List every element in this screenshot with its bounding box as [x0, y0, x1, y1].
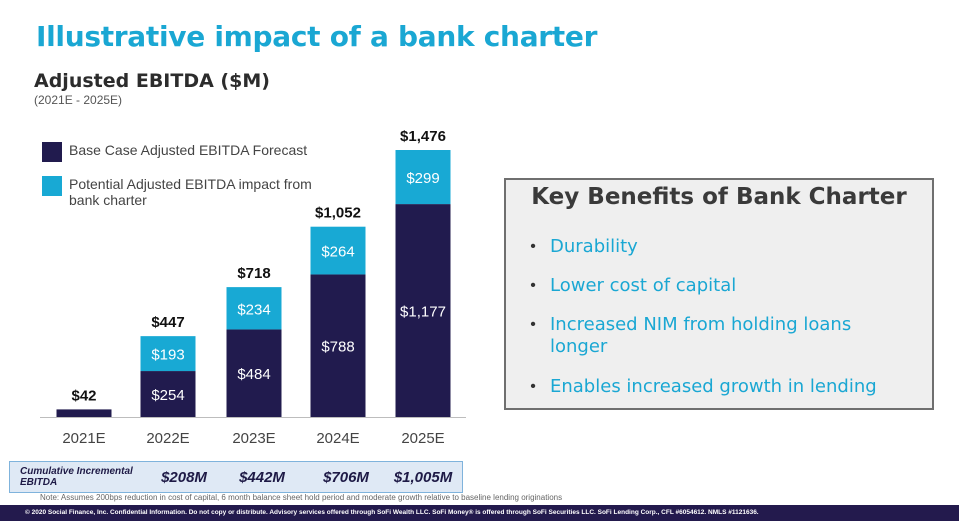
bar-total-label: $42 — [71, 387, 96, 404]
bar-base-segment — [310, 274, 366, 417]
bar-base-label: $788 — [321, 339, 354, 356]
chart-legend: Base Case Adjusted EBITDA Forecast Poten… — [42, 142, 329, 222]
bar-total-label: $1,052 — [315, 205, 361, 222]
chart-period: (2021E - 2025E) — [34, 93, 123, 107]
legend-swatch-impact — [42, 176, 62, 196]
legend-item-base: Base Case Adjusted EBITDA Forecast — [42, 142, 329, 162]
bar-base-segment — [56, 409, 112, 417]
bar-total-label: $447 — [151, 314, 184, 331]
cumulative-ebitda-box: Cumulative Incremental EBITDA $208M $442… — [9, 461, 463, 493]
bullet-icon: • — [530, 238, 536, 255]
bar-base-label: $484 — [237, 366, 270, 383]
bar-impact-label: $264 — [321, 244, 354, 261]
chart-title: Adjusted EBITDA ($M) — [34, 70, 270, 92]
footnote: Note: Assumes 200bps reduction in cost o… — [40, 493, 563, 502]
bar-base-label: $254 — [151, 387, 184, 404]
cumulative-value-2025: $1,005M — [393, 469, 453, 486]
benefit-item: • Lower cost of capital — [516, 275, 896, 297]
bullet-icon: • — [530, 378, 536, 395]
bar-impact-segment — [395, 150, 451, 205]
bar-impact-label: $299 — [406, 170, 439, 187]
x-tick-label: 2025E — [401, 430, 444, 447]
x-tick-label: 2022E — [146, 430, 189, 447]
benefit-item: • Increased NIM from holding loans longe… — [516, 314, 896, 358]
bar-base-label: $1,177 — [400, 304, 446, 321]
cumulative-value-2024: $706M — [323, 469, 369, 486]
benefit-text: Durability — [550, 236, 638, 257]
legend-label-impact: Potential Adjusted EBITDA impact from ba… — [69, 176, 312, 208]
x-tick-label: 2021E — [62, 430, 105, 447]
x-tick-label: 2023E — [232, 430, 275, 447]
x-tick-label: 2024E — [316, 430, 359, 447]
legend-item-impact: Potential Adjusted EBITDA impact from ba… — [42, 176, 329, 208]
bullet-icon: • — [530, 277, 536, 294]
bar-total-label: $1,476 — [400, 128, 446, 145]
bar-impact-label: $193 — [151, 347, 184, 364]
cumulative-label: Cumulative Incremental EBITDA — [20, 466, 133, 488]
bar-base-segment — [226, 329, 282, 417]
legend-label-base: Base Case Adjusted EBITDA Forecast — [69, 142, 308, 158]
bullet-icon: • — [530, 316, 536, 333]
bar-base-segment — [140, 371, 196, 417]
bar-impact-segment — [226, 287, 282, 330]
key-benefits-panel: Key Benefits of Bank Charter • Durabilit… — [504, 178, 934, 410]
benefit-item: • Enables increased growth in lending — [516, 376, 896, 398]
bar-impact-label: $234 — [237, 301, 270, 318]
benefit-text: Lower cost of capital — [550, 275, 737, 296]
footer-disclaimer: © 2020 Social Finance, Inc. Confidential… — [0, 505, 959, 521]
benefit-text: Enables increased growth in lending — [550, 376, 877, 397]
bar-impact-segment — [310, 226, 366, 275]
cumulative-value-2022: $208M — [161, 469, 207, 486]
page-title: Illustrative impact of a bank charter — [36, 20, 598, 53]
bar-base-segment — [395, 204, 451, 417]
key-benefits-title: Key Benefits of Bank Charter — [531, 184, 907, 210]
legend-swatch-base — [42, 142, 62, 162]
benefit-text: Increased NIM from holding loans longer — [550, 314, 852, 357]
bar-total-label: $718 — [237, 265, 270, 282]
benefit-item: • Durability — [516, 236, 896, 258]
bar-impact-segment — [140, 336, 196, 372]
cumulative-value-2023: $442M — [239, 469, 285, 486]
